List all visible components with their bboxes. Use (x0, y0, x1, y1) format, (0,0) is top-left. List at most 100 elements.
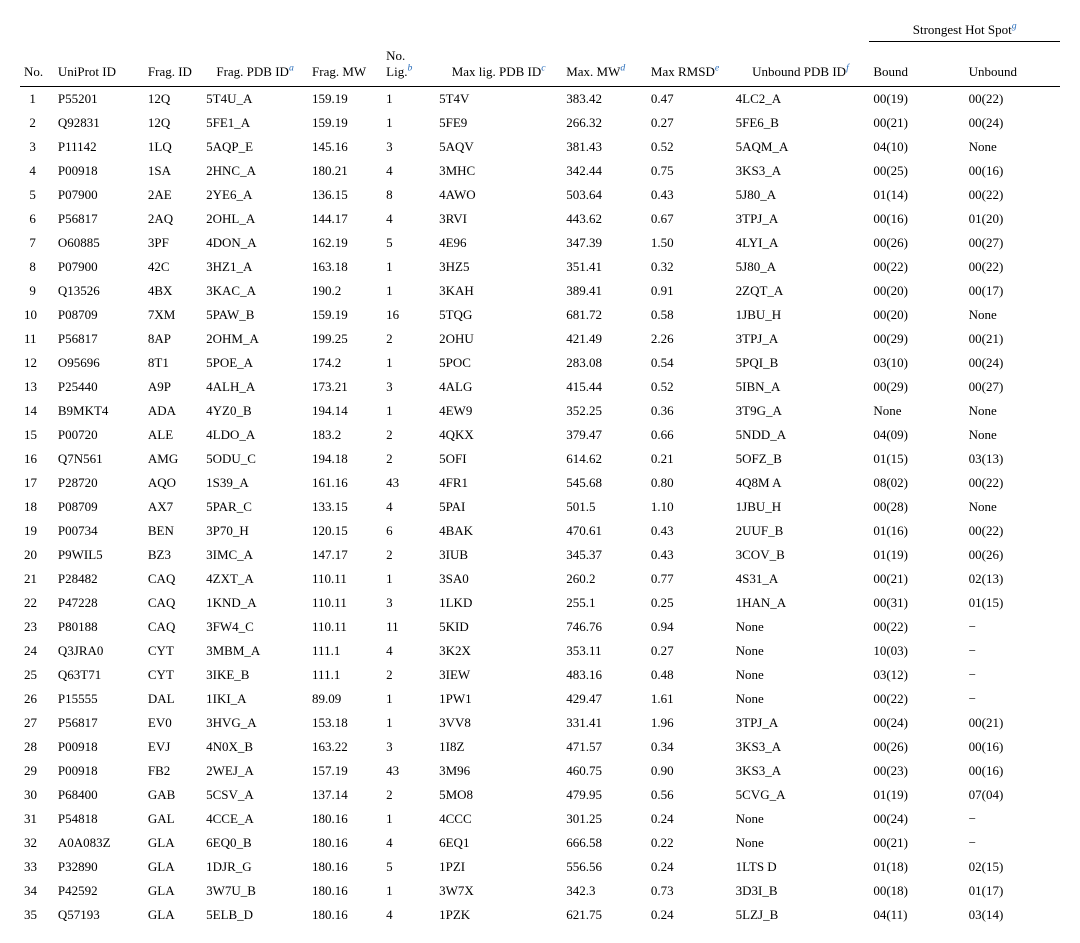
cell-bound: 01(19) (869, 543, 964, 567)
sup-a: a (289, 62, 294, 73)
cell-fragpdb: 4DON_A (202, 231, 308, 255)
cell-maxmw: 545.68 (562, 471, 647, 495)
cell-maxrmsd: 1.61 (647, 687, 732, 711)
cell-unboundpdb: 1HAN_A (732, 591, 870, 615)
cell-unboundpdb: 5NDD_A (732, 423, 870, 447)
cell-fragpdb: 2HNC_A (202, 159, 308, 183)
cell-nolig: 1 (382, 279, 435, 303)
cell-fragpdb: 3P70_H (202, 519, 308, 543)
cell-fragpdb: 3KAC_A (202, 279, 308, 303)
cell-maxmw: 470.61 (562, 519, 647, 543)
cell-bound: 00(31) (869, 591, 964, 615)
table-row: 6P568172AQ2OHL_A144.1743RVI443.620.673TP… (20, 207, 1060, 231)
cell-unboundpdb: 1LTS D (732, 855, 870, 879)
cell-fragpdb: 3MBM_A (202, 639, 308, 663)
cell-fragmw: 162.19 (308, 231, 382, 255)
cell-maxligpdb: 4AWO (435, 183, 562, 207)
header-maxrmsd: Max RMSDe (647, 42, 732, 87)
cell-no: 28 (20, 735, 54, 759)
cell-fragpdb: 3FW4_C (202, 615, 308, 639)
table-header: Strongest Hot Spotg No. UniProt ID Frag.… (20, 16, 1060, 86)
cell-no: 2 (20, 111, 54, 135)
cell-fragid: AQO (144, 471, 202, 495)
cell-unb: 00(22) (965, 183, 1060, 207)
cell-fragpdb: 5FE1_A (202, 111, 308, 135)
cell-maxmw: 614.62 (562, 447, 647, 471)
cell-bound: 00(19) (869, 86, 964, 111)
cell-unboundpdb: 2UUF_B (732, 519, 870, 543)
cell-no: 14 (20, 399, 54, 423)
cell-maxrmsd: 0.58 (647, 303, 732, 327)
table-row: 33P32890GLA1DJR_G180.1651PZI556.560.241L… (20, 855, 1060, 879)
cell-maxligpdb: 5TQG (435, 303, 562, 327)
cell-fragmw: 120.15 (308, 519, 382, 543)
cell-fragmw: 110.11 (308, 615, 382, 639)
cell-fragmw: 159.19 (308, 86, 382, 111)
cell-maxmw: 283.08 (562, 351, 647, 375)
cell-fragmw: 159.19 (308, 303, 382, 327)
cell-fragid: GLA (144, 831, 202, 855)
cell-fragid: AMG (144, 447, 202, 471)
cell-maxmw: 383.42 (562, 86, 647, 111)
cell-uniprot: P00918 (54, 735, 144, 759)
cell-fragmw: 147.17 (308, 543, 382, 567)
cell-nolig: 1 (382, 807, 435, 831)
cell-uniprot: P55201 (54, 86, 144, 111)
cell-fragpdb: 3IMC_A (202, 543, 308, 567)
table-row: 5P079002AE2YE6_A136.1584AWO503.640.435J8… (20, 183, 1060, 207)
cell-fragpdb: 3HVG_A (202, 711, 308, 735)
cell-unb: 03(14) (965, 903, 1060, 927)
cell-fragmw: 161.16 (308, 471, 382, 495)
cell-unboundpdb: 5OFZ_B (732, 447, 870, 471)
cell-unboundpdb: 3KS3_A (732, 735, 870, 759)
cell-uniprot: P00918 (54, 159, 144, 183)
cell-maxligpdb: 1I8Z (435, 735, 562, 759)
cell-uniprot: Q92831 (54, 111, 144, 135)
protein-table: Strongest Hot Spotg No. UniProt ID Frag.… (20, 16, 1060, 927)
cell-unb: 00(24) (965, 351, 1060, 375)
cell-maxligpdb: 4ALG (435, 375, 562, 399)
cell-maxmw: 746.76 (562, 615, 647, 639)
cell-no: 11 (20, 327, 54, 351)
cell-no: 3 (20, 135, 54, 159)
cell-fragmw: 180.16 (308, 903, 382, 927)
sup-g: g (1012, 21, 1017, 32)
cell-maxligpdb: 4QKX (435, 423, 562, 447)
cell-maxmw: 301.25 (562, 807, 647, 831)
cell-maxligpdb: 5MO8 (435, 783, 562, 807)
cell-uniprot: P56817 (54, 711, 144, 735)
cell-fragpdb: 5ODU_C (202, 447, 308, 471)
cell-fragid: DAL (144, 687, 202, 711)
cell-maxmw: 479.95 (562, 783, 647, 807)
cell-maxmw: 501.5 (562, 495, 647, 519)
cell-uniprot: P47228 (54, 591, 144, 615)
cell-maxligpdb: 3IEW (435, 663, 562, 687)
cell-no: 27 (20, 711, 54, 735)
cell-fragmw: 110.11 (308, 567, 382, 591)
cell-unb: − (965, 663, 1060, 687)
table-body: 1P5520112Q5T4U_A159.1915T4V383.420.474LC… (20, 86, 1060, 927)
cell-unboundpdb: 2ZQT_A (732, 279, 870, 303)
cell-maxrmsd: 0.77 (647, 567, 732, 591)
cell-nolig: 4 (382, 831, 435, 855)
cell-maxrmsd: 0.80 (647, 471, 732, 495)
cell-unboundpdb: 3T9G_A (732, 399, 870, 423)
cell-maxmw: 460.75 (562, 759, 647, 783)
cell-no: 35 (20, 903, 54, 927)
cell-maxrmsd: 0.27 (647, 111, 732, 135)
cell-fragpdb: 2OHL_A (202, 207, 308, 231)
cell-fragpdb: 5POE_A (202, 351, 308, 375)
cell-fragmw: 136.15 (308, 183, 382, 207)
table-row: 4P009181SA2HNC_A180.2143MHC342.440.753KS… (20, 159, 1060, 183)
cell-fragid: BEN (144, 519, 202, 543)
cell-fragid: EVJ (144, 735, 202, 759)
cell-nolig: 2 (382, 327, 435, 351)
cell-nolig: 1 (382, 567, 435, 591)
cell-unb: None (965, 303, 1060, 327)
cell-unboundpdb: None (732, 663, 870, 687)
table-row: 16Q7N561AMG5ODU_C194.1825OFI614.620.215O… (20, 447, 1060, 471)
sup-b: b (407, 62, 412, 73)
cell-maxligpdb: 2OHU (435, 327, 562, 351)
cell-unb: None (965, 399, 1060, 423)
cell-bound: 00(29) (869, 327, 964, 351)
